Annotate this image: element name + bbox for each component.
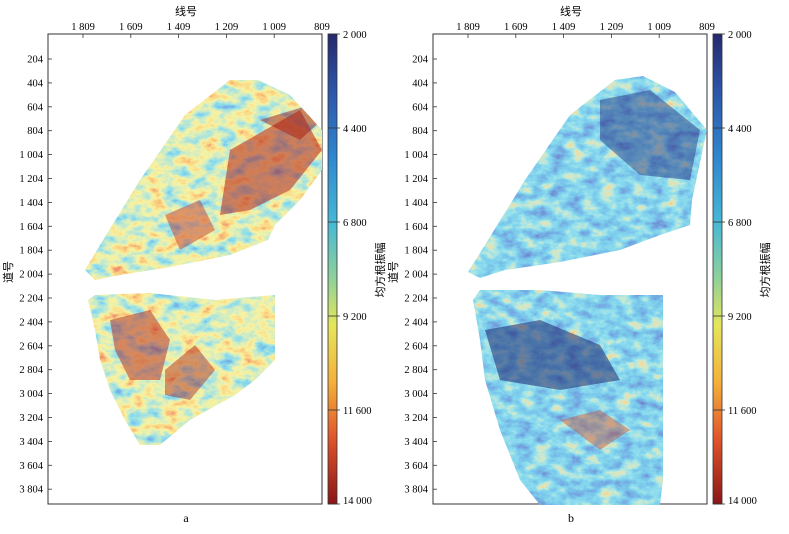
x-tick-label-b: 1 209 (600, 22, 624, 33)
x-tick-label-a: 1 409 (167, 22, 191, 33)
colorbar-tick-label-a: 2 000 (343, 30, 367, 41)
x-tick-label-a: 1 209 (215, 22, 239, 33)
map-panel-a: 线号 1 809 1 609 1 409 1 209 1 009 809 204 404 60… (1, 4, 387, 525)
colorbar-a (327, 33, 338, 505)
y-tick-label-a: 2 204 (19, 294, 43, 305)
panel-caption-a: a (183, 511, 189, 525)
y-tick-label-a: 604 (27, 102, 44, 113)
y-tick-label-b: 1 204 (404, 174, 428, 185)
colorbar-tick-label-a: 9 200 (343, 312, 367, 323)
y-ticks-b: 204 404 604 804 1 004 1 204 1 404 1 604 1 804 2 0… (404, 55, 437, 496)
colorbar-b (712, 33, 723, 505)
colorbar-tick-label-a: 11 600 (343, 406, 372, 417)
y-tick-label-a: 204 (27, 55, 44, 66)
y-tick-label-a: 2 004 (19, 270, 43, 281)
y-tick-label-a: 3 204 (19, 413, 43, 424)
y-tick-label-a: 2 604 (19, 341, 43, 352)
y-tick-label-b: 3 204 (404, 413, 428, 424)
y-tick-label-a: 404 (27, 78, 44, 89)
colorbar-title-a: 均方根振幅 (373, 243, 387, 298)
y-tick-label-a: 1 604 (19, 222, 43, 233)
y-tick-label-b: 2 804 (404, 365, 428, 376)
y-tick-label-b: 3 804 (404, 485, 428, 496)
x-ticks-a: 1 809 1 609 1 409 1 209 1 009 809 (71, 22, 330, 38)
x-tick-label-b: 1 009 (647, 22, 671, 33)
y-tick-label-b: 1 804 (404, 246, 428, 257)
x-tick-label-a: 1 809 (71, 22, 95, 33)
colorbar-tick-label-a: 14 000 (343, 496, 372, 507)
y-tick-label-b: 2 604 (404, 341, 428, 352)
y-tick-label-b: 204 (412, 55, 429, 66)
colorbar-tick-label-b: 11 600 (728, 406, 757, 417)
y-tick-label-a: 2 404 (19, 317, 43, 328)
y-tick-label-b: 1 404 (404, 198, 428, 209)
y-tick-label-a: 3 804 (19, 485, 43, 496)
x-tick-label-b: 809 (699, 22, 715, 33)
y-tick-label-b: 3 604 (404, 461, 428, 472)
x-tick-label-a: 1 009 (262, 22, 286, 33)
panel-caption-b: b (568, 511, 574, 525)
y-tick-label-a: 2 804 (19, 365, 43, 376)
y-tick-label-a: 1 204 (19, 174, 43, 185)
x-axis-title-a: 线号 (175, 4, 197, 18)
amplitude-map-a (85, 80, 322, 445)
y-axis-title-a: 道号 (1, 261, 15, 283)
y-tick-label-b: 1 004 (404, 150, 428, 161)
colorbar-tick-label-b: 4 400 (728, 124, 752, 135)
colorbar-title-b: 均方根振幅 (758, 243, 772, 298)
colorbar-tick-label-b: 9 200 (728, 312, 752, 323)
y-tick-label-a: 3 604 (19, 461, 43, 472)
x-tick-label-a: 1 609 (119, 22, 143, 33)
colorbar-tick-label-b: 2 000 (728, 30, 752, 41)
colorbar-ticks-a: 2 000 4 400 6 800 9 200 11 600 14 000 (328, 30, 372, 507)
y-tick-label-a: 804 (27, 126, 44, 137)
x-ticks-b: 1 809 1 609 1 409 1 209 1 009 809 (456, 22, 715, 38)
y-tick-label-b: 2 004 (404, 270, 428, 281)
y-tick-label-b: 3 404 (404, 437, 428, 448)
colorbar-tick-label-a: 6 800 (343, 218, 367, 229)
x-tick-label-a: 809 (314, 22, 330, 33)
y-tick-label-b: 604 (412, 102, 429, 113)
y-tick-label-a: 1 004 (19, 150, 43, 161)
x-tick-label-b: 1 409 (552, 22, 576, 33)
map-panel-b: 线号 1 809 1 609 1 409 1 209 1 009 809 204 404 60… (386, 4, 772, 525)
y-tick-label-b: 3 004 (404, 389, 428, 400)
x-axis-title-b: 线号 (560, 4, 582, 18)
y-tick-label-b: 2 404 (404, 317, 428, 328)
x-tick-label-b: 1 609 (504, 22, 528, 33)
y-ticks-a: 204 404 604 804 1 004 1 204 1 404 1 604 1 804 2 0… (19, 55, 52, 496)
colorbar-ticks-b: 2 000 4 400 6 800 9 200 11 600 14 000 (713, 30, 757, 507)
y-tick-label-b: 404 (412, 78, 429, 89)
y-tick-label-a: 3 004 (19, 389, 43, 400)
y-tick-label-b: 804 (412, 126, 429, 137)
colorbar-tick-label-a: 4 400 (343, 124, 367, 135)
y-tick-label-b: 1 604 (404, 222, 428, 233)
y-axis-title-b: 道号 (386, 261, 400, 283)
colorbar-tick-label-b: 6 800 (728, 218, 752, 229)
y-tick-label-a: 3 404 (19, 437, 43, 448)
y-tick-label-a: 1 804 (19, 246, 43, 257)
y-tick-label-a: 1 404 (19, 198, 43, 209)
colorbar-tick-label-b: 14 000 (728, 496, 757, 507)
y-tick-label-b: 2 204 (404, 294, 428, 305)
x-tick-label-b: 1 809 (456, 22, 480, 33)
